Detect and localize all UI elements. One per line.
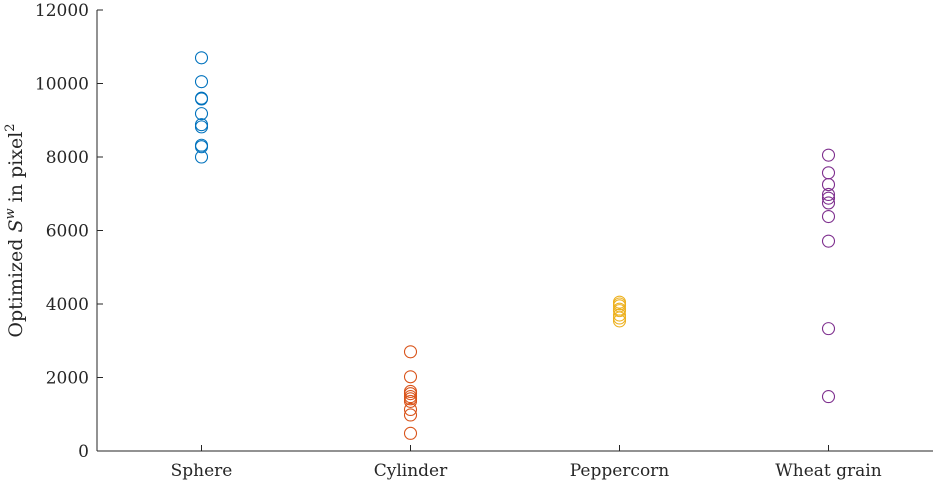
y-tick-label: 6000 <box>46 222 89 242</box>
data-point <box>821 196 836 210</box>
data-point <box>403 408 418 422</box>
y-axis-label: Optimized Sw in pixel2 <box>3 123 27 337</box>
y-axis-label-superscript: w <box>3 208 18 219</box>
data-point <box>821 390 836 404</box>
series-cylinder <box>403 345 418 440</box>
data-point <box>194 51 209 65</box>
y-ticks: 0 2000 4000 6000 8000 10000 12000 <box>35 1 103 462</box>
y-tick-label: 8000 <box>46 148 89 168</box>
data-point <box>403 370 418 384</box>
series-wheat-grain <box>821 148 836 404</box>
data-point <box>821 187 836 202</box>
data-point <box>612 308 627 322</box>
data-point <box>612 304 627 318</box>
data-point <box>821 209 836 224</box>
data-points <box>194 51 836 440</box>
x-ticks: Sphere Cylinder Peppercorn Wheat grain <box>171 445 882 481</box>
y-tick-label: 12000 <box>35 1 89 21</box>
x-tick-label-peppercorn: Peppercorn <box>570 461 670 481</box>
y-axis-label-exponent: 2 <box>3 123 18 131</box>
y-tick-label: 2000 <box>46 369 89 389</box>
x-tick-label-cylinder: Cylinder <box>374 461 448 481</box>
y-tick-label: 10000 <box>35 75 89 95</box>
data-point <box>821 166 836 180</box>
data-point <box>403 394 418 408</box>
series-sphere <box>194 51 209 164</box>
data-point <box>403 426 418 440</box>
data-point <box>821 234 836 248</box>
data-point <box>821 191 836 205</box>
x-tick-label-wheat-grain: Wheat grain <box>775 461 881 481</box>
data-point <box>194 150 209 164</box>
series-peppercorn <box>612 295 627 328</box>
y-axis-label-unit: in pixel <box>5 132 27 209</box>
data-point <box>194 140 209 154</box>
data-point <box>403 387 418 401</box>
data-point <box>194 107 209 121</box>
y-tick-label: 0 <box>78 442 89 462</box>
x-tick-label-sphere: Sphere <box>171 461 233 481</box>
data-point <box>821 148 836 162</box>
data-point <box>612 311 627 325</box>
y-axis-label-prefix: Optimized <box>5 233 27 338</box>
data-point <box>403 402 418 417</box>
data-point <box>403 345 418 359</box>
data-point <box>612 314 627 328</box>
data-point <box>194 120 209 134</box>
data-point <box>821 322 836 336</box>
y-axis-label-variable: S <box>5 220 27 233</box>
data-point <box>821 178 836 192</box>
data-point <box>194 92 209 106</box>
data-point <box>194 75 209 89</box>
y-tick-label: 4000 <box>46 295 89 315</box>
axes <box>96 10 933 452</box>
